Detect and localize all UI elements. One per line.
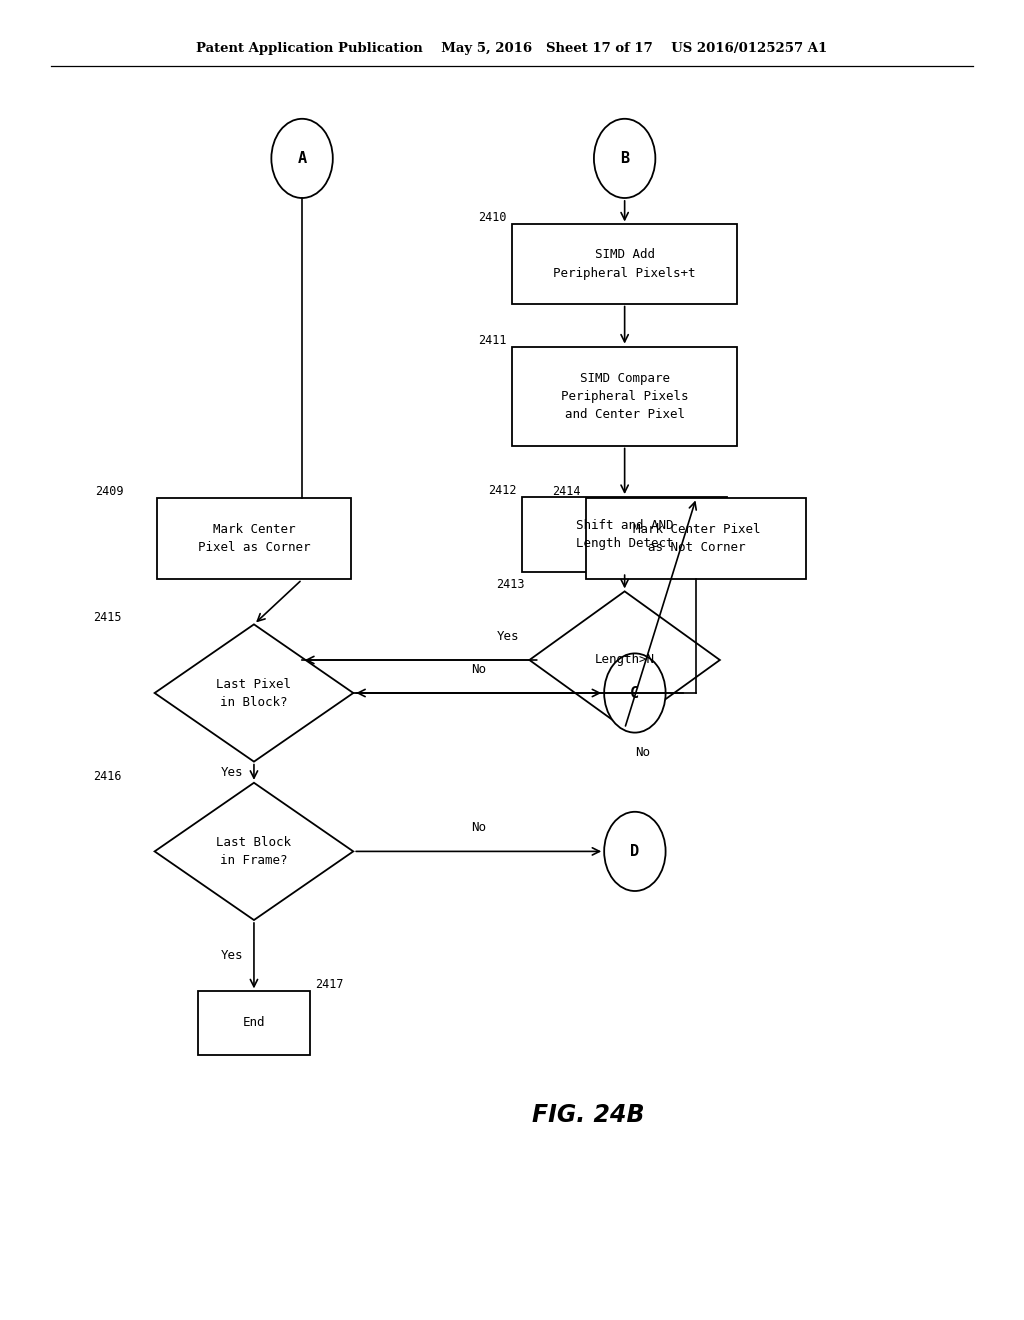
- Text: Last Pixel
in Block?: Last Pixel in Block?: [216, 677, 292, 709]
- Text: Mark Center Pixel
as Not Corner: Mark Center Pixel as Not Corner: [633, 523, 760, 554]
- Polygon shape: [529, 591, 720, 729]
- Text: 2416: 2416: [93, 770, 122, 783]
- Text: B: B: [621, 150, 629, 166]
- Text: SIMD Compare
Peripheral Pixels
and Center Pixel: SIMD Compare Peripheral Pixels and Cente…: [561, 371, 688, 421]
- Text: Yes: Yes: [221, 949, 244, 962]
- Text: 2409: 2409: [95, 484, 124, 498]
- Text: Patent Application Publication    May 5, 2016   Sheet 17 of 17    US 2016/012525: Patent Application Publication May 5, 20…: [197, 42, 827, 55]
- Text: 2414: 2414: [553, 484, 582, 498]
- Circle shape: [271, 119, 333, 198]
- Text: 2415: 2415: [93, 611, 122, 624]
- Circle shape: [604, 812, 666, 891]
- Text: Length>N: Length>N: [595, 653, 654, 667]
- FancyBboxPatch shape: [512, 224, 737, 304]
- Text: C: C: [631, 685, 639, 701]
- Text: End: End: [243, 1016, 265, 1030]
- Text: A: A: [298, 150, 306, 166]
- Text: SIMD Add
Peripheral Pixels+t: SIMD Add Peripheral Pixels+t: [553, 248, 696, 280]
- Text: Yes: Yes: [497, 630, 519, 643]
- Text: 2411: 2411: [478, 334, 507, 347]
- Text: Shift and AND
Length Detect: Shift and AND Length Detect: [575, 519, 674, 550]
- FancyBboxPatch shape: [586, 498, 807, 579]
- Text: D: D: [631, 843, 639, 859]
- Text: 2412: 2412: [488, 484, 517, 498]
- Text: FIG. 24B: FIG. 24B: [532, 1104, 645, 1127]
- FancyBboxPatch shape: [198, 991, 310, 1055]
- Text: No: No: [471, 663, 486, 676]
- Text: Mark Center
Pixel as Corner: Mark Center Pixel as Corner: [198, 523, 310, 554]
- Circle shape: [604, 653, 666, 733]
- Circle shape: [594, 119, 655, 198]
- Text: 2410: 2410: [478, 211, 507, 224]
- Text: Yes: Yes: [221, 766, 244, 779]
- Text: 2417: 2417: [315, 978, 344, 991]
- Polygon shape: [155, 624, 353, 762]
- Text: 2413: 2413: [496, 578, 524, 591]
- FancyBboxPatch shape: [512, 347, 737, 446]
- Polygon shape: [155, 783, 353, 920]
- FancyBboxPatch shape: [157, 498, 351, 579]
- FancyBboxPatch shape: [522, 496, 727, 573]
- Text: No: No: [471, 821, 486, 834]
- Text: Last Block
in Frame?: Last Block in Frame?: [216, 836, 292, 867]
- Text: No: No: [635, 746, 650, 759]
